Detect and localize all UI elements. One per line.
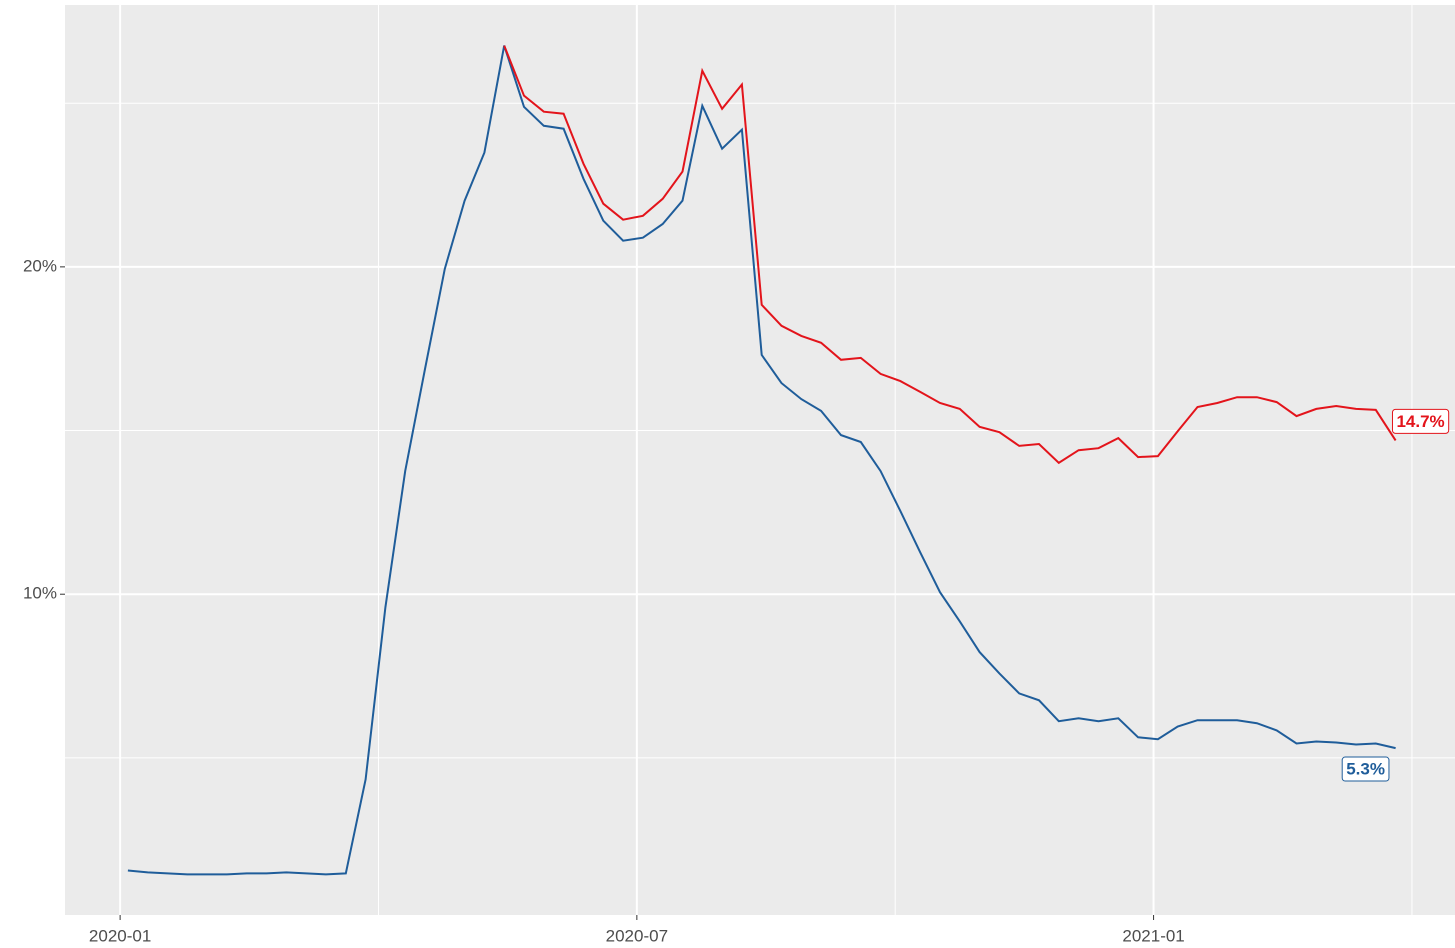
value-label: 5.3% — [1346, 760, 1385, 779]
y-tick-label: 10% — [23, 584, 57, 603]
line — [503, 45, 1397, 465]
value-label: 14.7% — [1396, 412, 1444, 431]
x-tick-label: 2020-01 — [89, 926, 151, 945]
label-box — [1341, 756, 1390, 782]
line — [127, 45, 1396, 876]
x-tick-label: 2021-01 — [1122, 926, 1184, 945]
x-tick-label: 2020-07 — [606, 926, 668, 945]
plot-panel — [65, 5, 1455, 915]
y-tick-label: 20% — [23, 256, 57, 275]
label-box — [1391, 408, 1450, 434]
